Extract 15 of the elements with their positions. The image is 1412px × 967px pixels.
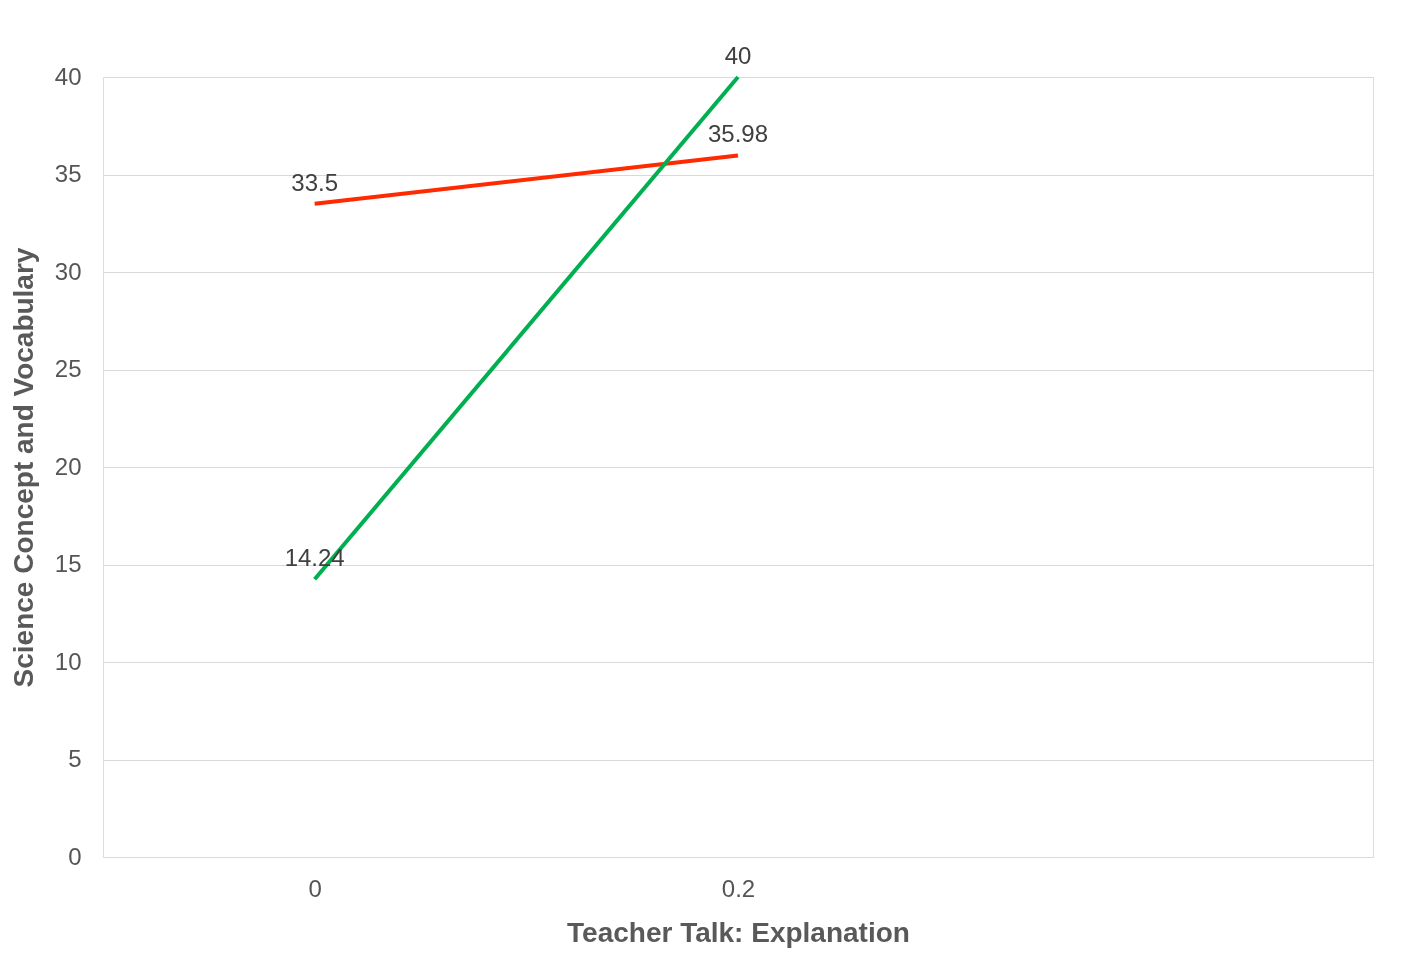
y-tick-label: 30 <box>54 257 82 285</box>
y-axis-title: Science Concept and Vocabulary <box>7 247 39 688</box>
y-tick-label: 25 <box>54 355 82 382</box>
y-tick-label: 35 <box>54 160 82 187</box>
y-tick-label: 5 <box>68 745 82 772</box>
y-tick-label: 10 <box>54 647 82 675</box>
y-tick-label: 0 <box>68 842 82 870</box>
y-tick-label: 15 <box>54 550 82 577</box>
x-tick-label: 0.2 <box>721 874 756 902</box>
data-label: 35.98 <box>707 120 769 148</box>
data-label: 40 <box>724 42 752 69</box>
x-axis-title: Teacher Talk: Explanation <box>567 916 910 948</box>
data-label: 33.5 <box>291 168 339 196</box>
y-tick-label: 40 <box>54 62 82 90</box>
y-tick-label: 20 <box>54 452 82 480</box>
